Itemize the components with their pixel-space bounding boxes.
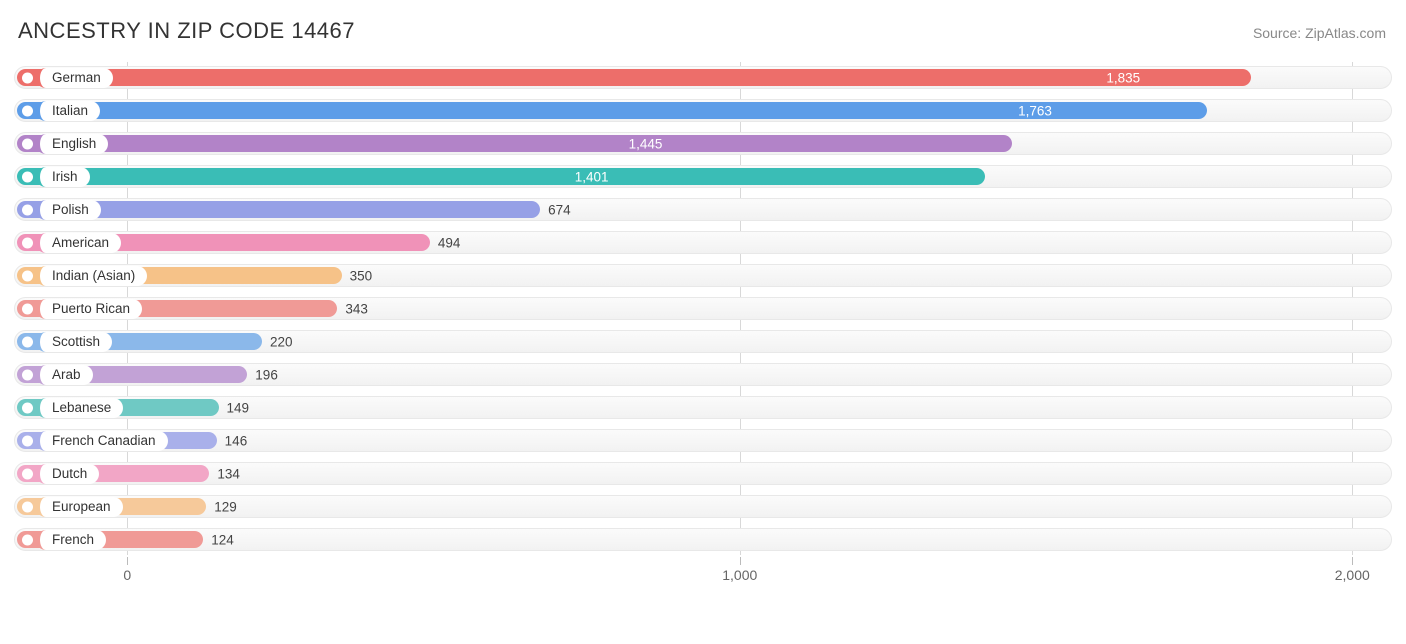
- bar-label-pill: Puerto Rican: [36, 299, 142, 319]
- bar-value: 1,445: [629, 136, 1005, 151]
- bar-label: English: [52, 136, 96, 151]
- bar-value: 196: [255, 367, 278, 382]
- bar-value: 674: [548, 202, 571, 217]
- bar-label-pill: Irish: [36, 167, 90, 187]
- bar-value: 1,835: [1106, 70, 1243, 85]
- bar-cap-dot: [22, 105, 33, 116]
- bar-label: Italian: [52, 103, 88, 118]
- bar-track: [14, 396, 1392, 419]
- bar-row: European 129: [14, 491, 1392, 522]
- bar-cap-dot: [22, 402, 33, 413]
- bar-value: 149: [227, 400, 250, 415]
- bar-label: Scottish: [52, 334, 100, 349]
- bar-label-pill: French Canadian: [36, 431, 168, 451]
- bar-value: 1,401: [575, 169, 978, 184]
- bar-label-pill: Scottish: [36, 332, 112, 352]
- bar-row: Arab 196: [14, 359, 1392, 390]
- bar-row: Dutch 134: [14, 458, 1392, 489]
- bar-row: French Canadian 146: [14, 425, 1392, 456]
- bar-value: 134: [217, 466, 240, 481]
- axis-tick: [1352, 557, 1353, 565]
- chart-header: ANCESTRY IN ZIP CODE 14467 Source: ZipAt…: [0, 0, 1406, 54]
- bar-label-pill: Italian: [36, 101, 100, 121]
- bar-cap-dot: [22, 171, 33, 182]
- bar-label: European: [52, 499, 111, 514]
- bar-label: Arab: [52, 367, 81, 382]
- bar-label-pill: English: [36, 134, 108, 154]
- bar-row: French 124: [14, 524, 1392, 555]
- bar-row: Polish 674: [14, 194, 1392, 225]
- bar-cap-dot: [22, 204, 33, 215]
- chart-plot-area: German 1,835 Italian 1,763 English 1,445 Irish…: [14, 62, 1392, 555]
- bar-label: Dutch: [52, 466, 87, 481]
- bar-row: Puerto Rican 343: [14, 293, 1392, 324]
- chart-title: ANCESTRY IN ZIP CODE 14467: [18, 18, 355, 44]
- x-axis: 0 1,000 2,000: [14, 557, 1392, 597]
- bar-value: 494: [438, 235, 461, 250]
- bar-label: Puerto Rican: [52, 301, 130, 316]
- bar-label-pill: German: [36, 68, 113, 88]
- bar-cap-dot: [22, 369, 33, 380]
- bar-label-pill: Arab: [36, 365, 93, 385]
- axis-tick: [127, 557, 128, 565]
- bar-label-pill: Indian (Asian): [36, 266, 147, 286]
- chart-source: Source: ZipAtlas.com: [1253, 25, 1386, 41]
- bar-cap-dot: [22, 72, 33, 83]
- bar-label-pill: American: [36, 233, 121, 253]
- bar-label: Irish: [52, 169, 78, 184]
- axis-tick: [740, 557, 741, 565]
- bar-cap-dot: [22, 303, 33, 314]
- bar-cap-dot: [22, 270, 33, 281]
- bar-label-pill: European: [36, 497, 123, 517]
- bar-cap-dot: [22, 336, 33, 347]
- bar-label-pill: Lebanese: [36, 398, 123, 418]
- bar-label: Lebanese: [52, 400, 111, 415]
- bar-row: Irish 1,401: [14, 161, 1392, 192]
- bar-value: 220: [270, 334, 293, 349]
- bar-label: Polish: [52, 202, 89, 217]
- bar-label-pill: French: [36, 530, 106, 550]
- bar-cap-dot: [22, 468, 33, 479]
- axis-tick-label: 0: [123, 567, 131, 583]
- bar-cap-dot: [22, 501, 33, 512]
- bar-value: 1,763: [1018, 103, 1199, 118]
- bar-label: French Canadian: [52, 433, 156, 448]
- bar-label: American: [52, 235, 109, 250]
- bar-value: 146: [225, 433, 248, 448]
- bar-row: German 1,835: [14, 62, 1392, 93]
- bar-label-pill: Polish: [36, 200, 101, 220]
- bar-row: Scottish 220: [14, 326, 1392, 357]
- bar-row: English 1,445: [14, 128, 1392, 159]
- bar-cap-dot: [22, 534, 33, 545]
- bar-cap-dot: [22, 435, 33, 446]
- bar-label-pill: Dutch: [36, 464, 99, 484]
- bar-cap-dot: [22, 138, 33, 149]
- axis-tick-label: 2,000: [1335, 567, 1370, 583]
- bar-fill: [17, 69, 1251, 86]
- bar-cap-dot: [22, 237, 33, 248]
- bar-track: [14, 429, 1392, 452]
- axis-tick-label: 1,000: [722, 567, 757, 583]
- bar-row: Indian (Asian) 350: [14, 260, 1392, 291]
- bar-row: Lebanese 149: [14, 392, 1392, 423]
- bar-label: German: [52, 70, 101, 85]
- bar-label: French: [52, 532, 94, 547]
- bar-value: 350: [350, 268, 373, 283]
- bar-row: Italian 1,763: [14, 95, 1392, 126]
- bar-label: Indian (Asian): [52, 268, 135, 283]
- bar-value: 124: [211, 532, 234, 547]
- bar-row: American 494: [14, 227, 1392, 258]
- bar-value: 129: [214, 499, 237, 514]
- bar-value: 343: [345, 301, 368, 316]
